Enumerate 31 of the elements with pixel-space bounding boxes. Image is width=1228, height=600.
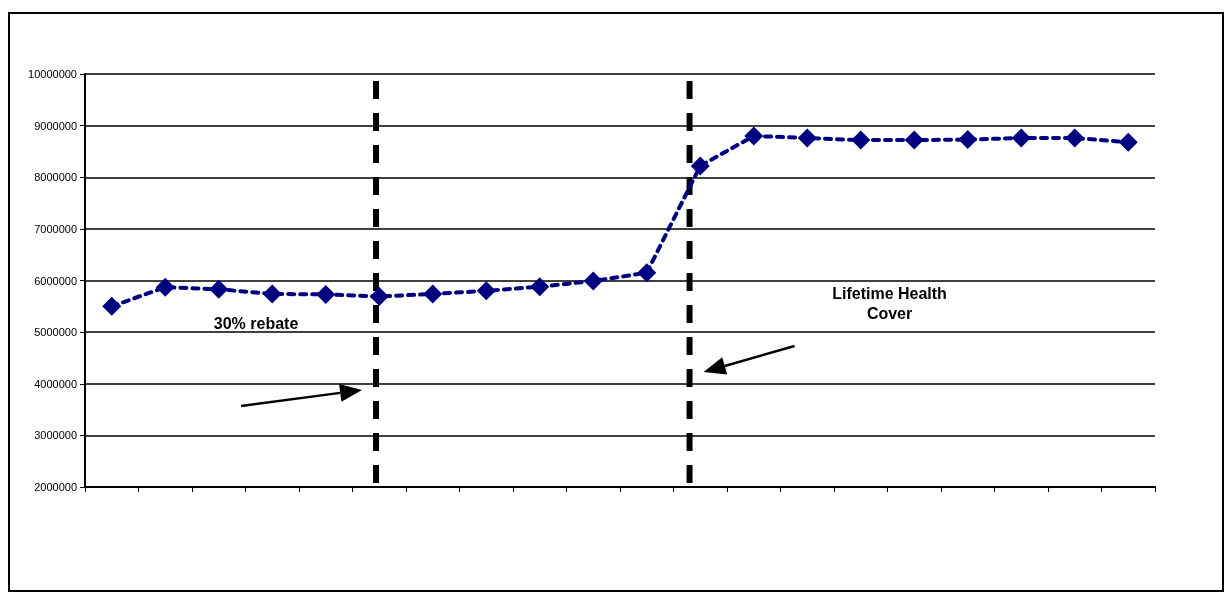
- y-tick-label: 5000000: [34, 326, 77, 339]
- annotation: Lifetime Health Cover: [832, 284, 947, 322]
- point: [690, 156, 710, 176]
- point: [102, 296, 122, 316]
- point: [1118, 132, 1138, 152]
- point: [423, 284, 443, 304]
- y-tick-label: 6000000: [34, 274, 77, 287]
- point: [155, 277, 175, 297]
- point: [476, 281, 496, 301]
- point: [958, 130, 978, 150]
- y-tick-label: 4000000: [34, 377, 77, 390]
- y-tick-label: 3000000: [34, 429, 77, 442]
- y-tick-label: 8000000: [34, 171, 77, 184]
- point: [1011, 128, 1031, 148]
- point: [637, 263, 657, 283]
- point: [904, 130, 924, 150]
- point: [583, 271, 603, 291]
- y-tick-label: 9000000: [34, 119, 77, 132]
- point: [1065, 128, 1085, 148]
- point: [369, 287, 389, 306]
- point: [797, 128, 817, 148]
- point: [530, 277, 550, 297]
- annotation: 30% rebate: [213, 314, 299, 332]
- y-tick-label: 7000000: [34, 222, 77, 235]
- point: [262, 284, 282, 304]
- y-tick-label: 10000000: [28, 68, 77, 80]
- point: [316, 284, 336, 304]
- point: [744, 126, 764, 146]
- point: [209, 279, 229, 299]
- point: [851, 130, 871, 150]
- y-tick-label: 2000000: [34, 481, 77, 493]
